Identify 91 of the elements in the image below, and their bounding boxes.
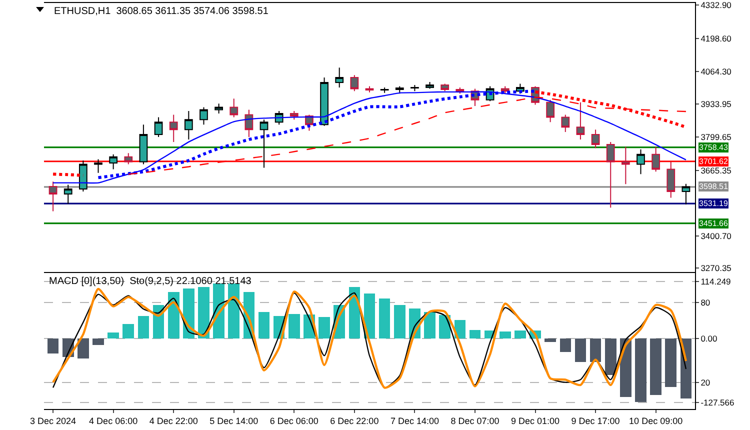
bar — [122, 324, 134, 338]
candlestick — [78, 160, 88, 192]
y2-tick-label: 20 — [700, 377, 710, 388]
chart-title: ETHUSD,H1 3608.65 3611.35 3574.06 3598.51 — [54, 6, 269, 17]
candlestick — [94, 158, 102, 174]
candlestick — [410, 84, 419, 92]
x-tick-label: 8 Dec 07:00 — [450, 416, 500, 426]
bar — [394, 305, 406, 338]
y-tick-label: 3400.70 — [700, 230, 732, 241]
candlestick — [652, 146, 660, 172]
candlestick — [64, 184, 72, 204]
candlestick — [230, 98, 238, 118]
bar — [604, 338, 616, 375]
x-tick-label: 10 Dec 09:00 — [629, 416, 683, 426]
candlestick — [200, 106, 208, 126]
candlestick — [169, 114, 178, 142]
candlestick — [636, 148, 645, 175]
bar — [108, 332, 119, 338]
bar — [650, 338, 662, 395]
candlestick — [365, 86, 374, 93]
bar — [544, 338, 556, 342]
bar — [424, 312, 436, 338]
candlestick — [109, 154, 118, 170]
bar — [258, 312, 270, 338]
ref-line-label: 3701.62 — [699, 157, 728, 166]
bar — [378, 298, 390, 338]
x-tick-label: 3 Dec 2024 — [30, 416, 76, 426]
bar — [560, 338, 572, 352]
candlestick — [576, 102, 585, 140]
candlestick — [184, 110, 193, 140]
bar — [47, 338, 59, 354]
candlestick — [546, 99, 555, 123]
ref-line-label: 3531.19 — [699, 199, 728, 208]
bar — [138, 316, 150, 338]
candlestick — [244, 109, 254, 138]
y-tick-label: 4198.60 — [700, 33, 732, 44]
y-tick-label: 3665.35 — [700, 165, 732, 176]
ref-line-label: 3758.43 — [699, 143, 728, 152]
ref-line-label: 3598.51 — [699, 182, 728, 191]
bar — [198, 287, 210, 338]
bar — [574, 338, 586, 362]
bar — [590, 338, 602, 362]
candlestick — [440, 83, 450, 92]
candlestick — [290, 110, 298, 120]
candlestick — [666, 161, 676, 198]
y-tick-label: 3799.65 — [700, 132, 732, 142]
bar — [288, 314, 300, 338]
candlestick — [621, 146, 630, 185]
candlestick — [682, 183, 690, 205]
candlestick — [395, 86, 404, 94]
bar — [514, 330, 526, 338]
x-tick-label: 4 Dec 06:00 — [89, 416, 138, 426]
candlestick — [154, 116, 163, 138]
candlestick — [214, 103, 223, 114]
y-tick-label: 3270.35 — [700, 263, 732, 274]
y-tick-label: 4064.30 — [700, 66, 732, 77]
bar — [318, 317, 330, 338]
candlestick — [335, 67, 344, 88]
x-tick-label: 9 Dec 01:00 — [510, 416, 560, 426]
candlestick — [260, 119, 268, 168]
x-tick-label: 7 Dec 14:00 — [390, 416, 439, 426]
y-tick-label: 3933.95 — [700, 98, 732, 109]
chart-title: MACD [0](13,50) Sto(9,2,5) 22.1060 21.5143 — [49, 276, 252, 287]
candlestick — [561, 114, 570, 133]
candlestick — [350, 74, 359, 92]
bar — [665, 338, 677, 387]
candlestick — [606, 141, 615, 208]
y-tick-label: -127.566 — [700, 397, 735, 408]
bar — [78, 338, 89, 358]
candlestick — [426, 82, 434, 90]
x-tick-label: 6 Dec 06:00 — [270, 416, 318, 426]
y2-tick-label: 80 — [700, 297, 710, 308]
candlestick — [320, 77, 328, 126]
y-tick-label: 0.00 — [700, 333, 718, 344]
x-tick-label: 4 Dec 22:00 — [149, 416, 198, 426]
bar — [469, 330, 481, 338]
x-tick-label: 5 Dec 14:00 — [210, 416, 258, 426]
bar — [228, 284, 240, 338]
candlestick — [591, 129, 600, 149]
bar — [499, 332, 511, 338]
y-tick-label: 114.249 — [700, 276, 732, 286]
y-tick-label: 4332.90 — [700, 0, 732, 10]
candlestick — [124, 152, 133, 165]
bar — [92, 338, 104, 345]
x-tick-label: 6 Dec 22:00 — [330, 416, 379, 426]
x-tick-label: 9 Dec 17:00 — [571, 416, 620, 426]
bar — [635, 338, 646, 402]
ref-line-label: 3451.66 — [699, 219, 728, 228]
candlestick — [139, 124, 148, 165]
candlestick — [380, 86, 389, 94]
candlestick — [48, 181, 58, 212]
